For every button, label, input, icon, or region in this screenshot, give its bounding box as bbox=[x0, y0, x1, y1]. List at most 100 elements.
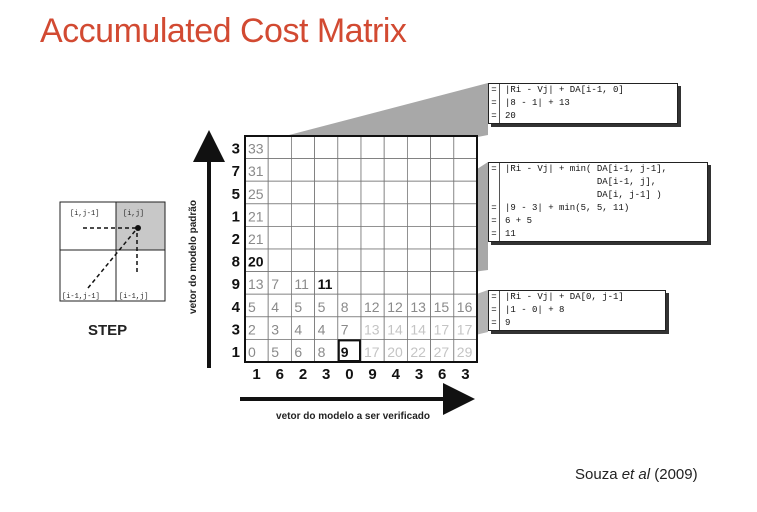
test-vector-value: 3 bbox=[415, 366, 423, 383]
matrix-cell bbox=[383, 180, 408, 205]
pattern-vector-value: 1 bbox=[232, 344, 240, 361]
callout-text: |Ri - Vj| + DA[i-1, 0] bbox=[505, 85, 624, 95]
matrix-value: 11 bbox=[318, 276, 333, 292]
callout-equals: = bbox=[489, 163, 500, 176]
matrix-value: 22 bbox=[410, 344, 426, 360]
matrix-cell bbox=[337, 158, 362, 182]
matrix-cell bbox=[360, 271, 385, 295]
matrix-cell bbox=[453, 203, 478, 227]
test-vector-value: 3 bbox=[322, 366, 330, 383]
matrix-value: 13 bbox=[248, 276, 264, 292]
callout-equals: = bbox=[489, 97, 500, 110]
matrix-value: 17 bbox=[457, 321, 473, 337]
matrix-value: 8 bbox=[341, 299, 349, 315]
callout-text: |1 - 0| + 8 bbox=[505, 305, 565, 315]
matrix-value: 5 bbox=[248, 299, 256, 315]
matrix-cell bbox=[290, 203, 315, 227]
pattern-vector-value: 2 bbox=[232, 231, 240, 248]
step-diagram: [i,j-1] [i,j] [i-1,j-1] [i-1,j] bbox=[59, 201, 166, 302]
matrix-value: 9 bbox=[341, 344, 349, 360]
matrix-cell bbox=[360, 158, 385, 182]
callout-line: = |Ri - Vj| + DA[0, j-1] bbox=[489, 291, 665, 304]
callout-text: 11 bbox=[505, 229, 516, 239]
callout-text: DA[i-1, j], bbox=[505, 177, 657, 187]
matrix-cell bbox=[290, 248, 315, 273]
callout-line: = |9 - 3| + min(5, 5, 11) bbox=[489, 202, 707, 215]
callout-equals: = bbox=[489, 291, 500, 304]
y-axis-label: vetor do modelo padrão bbox=[188, 200, 199, 314]
citation-year: (2009) bbox=[650, 466, 698, 483]
callout-top: = |Ri - Vj| + DA[i-1, 0] = |8 - 1| + 13 = 20 bbox=[488, 83, 678, 124]
matrix-cell bbox=[314, 225, 339, 250]
matrix-cell bbox=[453, 180, 478, 205]
callout-line: = |Ri - Vj| + DA[i-1, 0] bbox=[489, 84, 677, 97]
matrix-value: 17 bbox=[434, 321, 450, 337]
pattern-vector-value: 3 bbox=[232, 321, 240, 338]
matrix-cell bbox=[337, 135, 362, 160]
matrix-value: 33 bbox=[248, 141, 264, 157]
callout-text: |9 - 3| + min(5, 5, 11) bbox=[505, 203, 630, 213]
matrix-value: 11 bbox=[294, 276, 309, 292]
x-axis-label: vetor do modelo a ser verificado bbox=[276, 411, 430, 422]
pattern-vector-value: 5 bbox=[232, 186, 240, 203]
matrix-cell bbox=[383, 271, 408, 295]
matrix-cell bbox=[314, 203, 339, 227]
matrix-value: 25 bbox=[248, 186, 264, 202]
matrix-value: 5 bbox=[271, 344, 279, 360]
citation: Souza et al (2009) bbox=[575, 466, 698, 483]
matrix-cell bbox=[337, 203, 362, 227]
matrix-value: 21 bbox=[248, 208, 264, 224]
matrix-value: 15 bbox=[434, 299, 450, 315]
matrix-cell bbox=[406, 158, 431, 182]
matrix-value: 27 bbox=[434, 344, 450, 360]
callout-middle: = |Ri - Vj| + min( DA[i-1, j-1], DA[i-1, … bbox=[488, 162, 708, 242]
callout-equals: = bbox=[489, 202, 500, 215]
matrix-value: 14 bbox=[410, 321, 426, 337]
matrix-cell bbox=[383, 158, 408, 182]
matrix-cell bbox=[430, 248, 455, 273]
callout-equals: = bbox=[489, 304, 500, 317]
matrix-value: 4 bbox=[318, 321, 326, 337]
matrix-cell bbox=[267, 180, 292, 205]
matrix-value: 5 bbox=[294, 299, 302, 315]
matrix-cell bbox=[430, 225, 455, 250]
matrix-value: 29 bbox=[457, 344, 473, 360]
matrix-cell bbox=[453, 158, 478, 182]
callout-equals bbox=[489, 189, 500, 202]
matrix-cell bbox=[406, 203, 431, 227]
matrix-cell bbox=[290, 225, 315, 250]
matrix-cell bbox=[383, 135, 408, 160]
matrix-value: 21 bbox=[248, 231, 264, 247]
matrix-frame bbox=[244, 135, 478, 363]
test-vector-value: 9 bbox=[368, 366, 376, 383]
matrix-cell bbox=[406, 180, 431, 205]
citation-etal: et al bbox=[621, 466, 651, 483]
matrix-value: 3 bbox=[271, 321, 279, 337]
matrix-cell bbox=[360, 248, 385, 273]
callout-line: = |Ri - Vj| + min( DA[i-1, j-1], bbox=[489, 163, 707, 176]
matrix-value: 7 bbox=[341, 321, 349, 337]
matrix-cell bbox=[314, 158, 339, 182]
matrix-cell bbox=[337, 271, 362, 295]
step-cell-top-left: [i,j-1] bbox=[70, 210, 99, 218]
matrix-value: 13 bbox=[410, 299, 426, 315]
matrix-cell bbox=[314, 135, 339, 160]
citation-author: Souza bbox=[575, 466, 622, 483]
matrix-cell bbox=[290, 158, 315, 182]
test-vector-value: 6 bbox=[438, 366, 446, 383]
callout-bottom: = |Ri - Vj| + DA[0, j-1] = |1 - 0| + 8 = 9 bbox=[488, 290, 666, 331]
matrix-cell bbox=[406, 225, 431, 250]
matrix-cell bbox=[430, 180, 455, 205]
matrix-cell bbox=[453, 271, 478, 295]
matrix-cell bbox=[337, 248, 362, 273]
callout-equals: = bbox=[489, 215, 500, 228]
matrix-value: 7 bbox=[271, 276, 279, 292]
step-cell-bottom-left: [i-1,j-1] bbox=[62, 293, 100, 301]
matrix-cell bbox=[453, 135, 478, 160]
matrix-cell bbox=[314, 248, 339, 273]
matrix-cell bbox=[430, 135, 455, 160]
matrix-value: 5 bbox=[318, 299, 326, 315]
matrix-value: 4 bbox=[271, 299, 279, 315]
callout-line: = 11 bbox=[489, 228, 707, 241]
